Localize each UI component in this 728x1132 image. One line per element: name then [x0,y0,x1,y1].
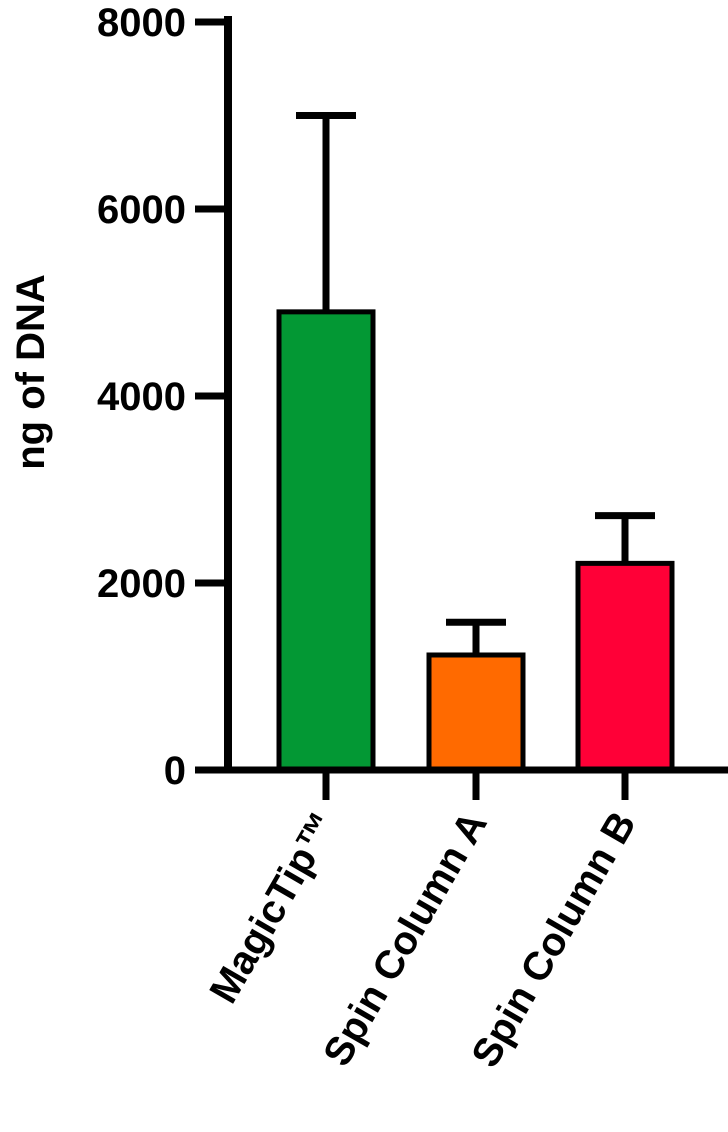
bar [575,560,675,773]
y-tick-label: 8000 [97,1,186,45]
x-tick-label: Spin Column B [463,805,644,1075]
x-tick-label: Spin Column A [315,805,496,1074]
bar [426,652,526,773]
y-tick-label: 2000 [97,562,186,606]
y-tick-label: 4000 [97,375,186,419]
y-tick-label: 0 [164,749,186,793]
y-tick-label: 6000 [97,188,186,232]
bar [276,309,376,773]
x-tick-label: MagicTip™ [201,805,345,1011]
y-axis-label: ng of DNA [9,274,53,470]
